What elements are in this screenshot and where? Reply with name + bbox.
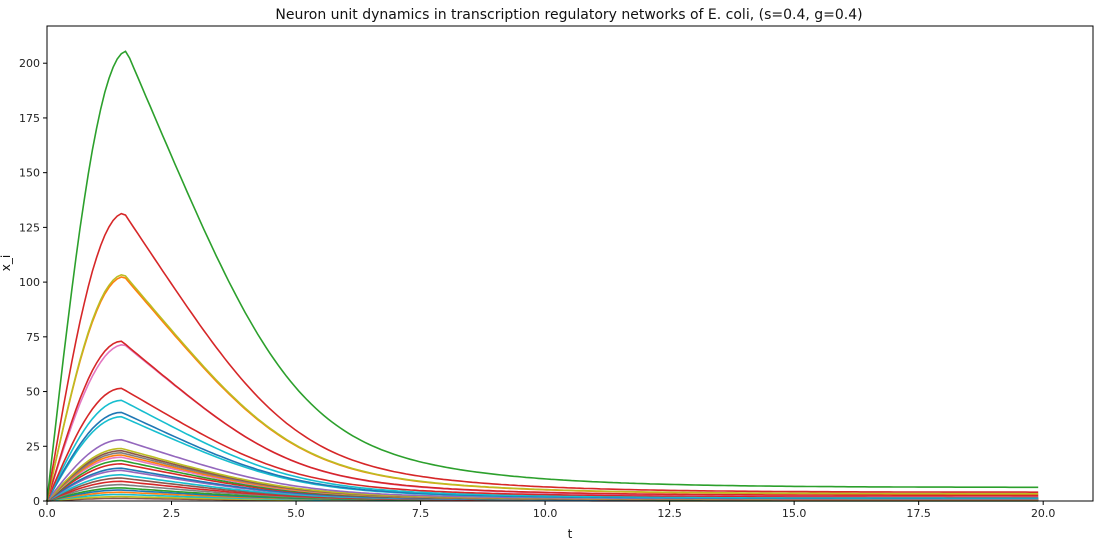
y-tick-label: 0: [33, 495, 40, 508]
x-tick-label: 10.0: [533, 507, 558, 520]
y-axis-label: x_i: [0, 255, 13, 271]
y-tick-label: 50: [26, 386, 40, 399]
plot-frame: [46, 25, 1094, 502]
y-tick-label: 175: [19, 112, 40, 125]
x-axis-label: t: [568, 527, 573, 541]
x-tick-label: 17.5: [906, 507, 931, 520]
series-layer: [46, 50, 1039, 502]
series-line: [46, 50, 1039, 502]
y-tick-label: 100: [19, 276, 40, 289]
x-tick-label: 15.0: [782, 507, 807, 520]
y-tick-label: 125: [19, 221, 40, 234]
chart-title: Neuron unit dynamics in transcription re…: [275, 7, 862, 23]
x-tick-label: 20.0: [1031, 507, 1056, 520]
plot-area: [47, 26, 1093, 501]
x-axis-ticks: 0.0 2.5 5.0 7.5 10.0 12.5 15.0 17.5 20.0: [38, 501, 1055, 520]
x-tick-label: 12.5: [657, 507, 682, 520]
series-line: [46, 212, 1039, 502]
x-tick-label: 5.0: [287, 507, 305, 520]
x-tick-label: 7.5: [412, 507, 430, 520]
series-line: [46, 387, 1039, 502]
y-axis-ticks: 0 25 50 75 100 125 150 175 200: [19, 57, 47, 508]
x-tick-label: 2.5: [163, 507, 181, 520]
series-line: [46, 399, 1039, 502]
x-tick-label: 0.0: [38, 507, 56, 520]
y-tick-label: 150: [19, 167, 40, 180]
y-tick-label: 75: [26, 331, 40, 344]
series-line: [46, 340, 1039, 502]
series-line: [46, 273, 1039, 502]
y-tick-label: 25: [26, 440, 40, 453]
y-tick-label: 200: [19, 57, 40, 70]
